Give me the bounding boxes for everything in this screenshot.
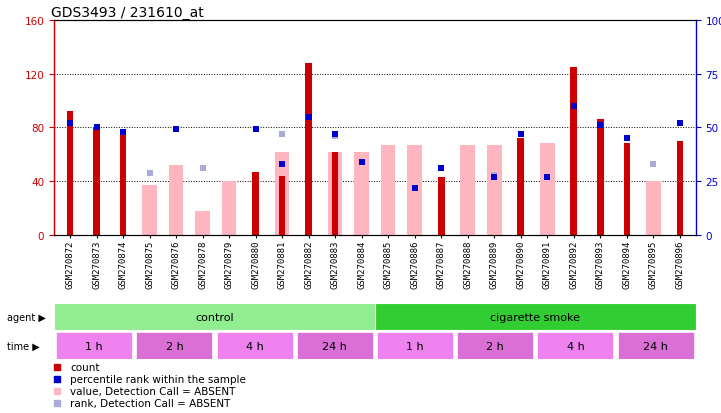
Text: 2 h: 2 h — [166, 341, 183, 351]
Bar — [457, 332, 534, 359]
Text: agent ▶: agent ▶ — [7, 312, 46, 322]
Bar — [169, 166, 183, 235]
Bar — [66, 112, 74, 235]
Bar — [407, 145, 422, 235]
Text: 24 h: 24 h — [643, 341, 668, 351]
Text: 24 h: 24 h — [322, 341, 348, 351]
Text: GDS3493 / 231610_at: GDS3493 / 231610_at — [51, 6, 203, 20]
Text: control: control — [195, 312, 234, 322]
Bar — [597, 120, 603, 235]
Text: 2 h: 2 h — [487, 341, 504, 351]
Bar — [275, 152, 289, 235]
Text: percentile rank within the sample: percentile rank within the sample — [70, 374, 246, 384]
Bar — [624, 144, 630, 235]
Bar — [618, 332, 694, 359]
Bar — [518, 139, 524, 235]
Bar — [195, 211, 210, 235]
Bar — [136, 332, 213, 359]
Bar — [279, 176, 286, 235]
Text: 1 h: 1 h — [85, 341, 103, 351]
Bar — [328, 152, 342, 235]
Bar — [54, 304, 375, 330]
Bar — [377, 332, 453, 359]
Bar — [222, 182, 236, 235]
Bar — [537, 332, 614, 359]
Bar — [461, 145, 475, 235]
Text: rank, Detection Call = ABSENT: rank, Detection Call = ABSENT — [70, 398, 231, 408]
Bar — [570, 68, 577, 235]
Text: 4 h: 4 h — [246, 341, 263, 351]
Bar — [332, 152, 338, 235]
Text: count: count — [70, 362, 99, 372]
Text: 4 h: 4 h — [567, 341, 584, 351]
Bar — [216, 332, 293, 359]
Bar — [646, 182, 660, 235]
Bar — [93, 128, 99, 235]
Bar — [297, 332, 373, 359]
Bar — [354, 152, 369, 235]
Bar — [487, 145, 502, 235]
Text: value, Detection Call = ABSENT: value, Detection Call = ABSENT — [70, 386, 236, 396]
Bar — [252, 172, 259, 235]
Bar — [381, 145, 396, 235]
Bar — [56, 332, 132, 359]
Bar — [375, 304, 696, 330]
Text: 1 h: 1 h — [406, 341, 424, 351]
Bar — [438, 178, 445, 235]
Bar — [120, 133, 126, 235]
Bar — [142, 186, 157, 235]
Bar — [540, 144, 554, 235]
Bar — [676, 141, 684, 235]
Bar — [305, 64, 312, 235]
Text: time ▶: time ▶ — [7, 341, 40, 351]
Text: cigarette smoke: cigarette smoke — [490, 312, 580, 322]
